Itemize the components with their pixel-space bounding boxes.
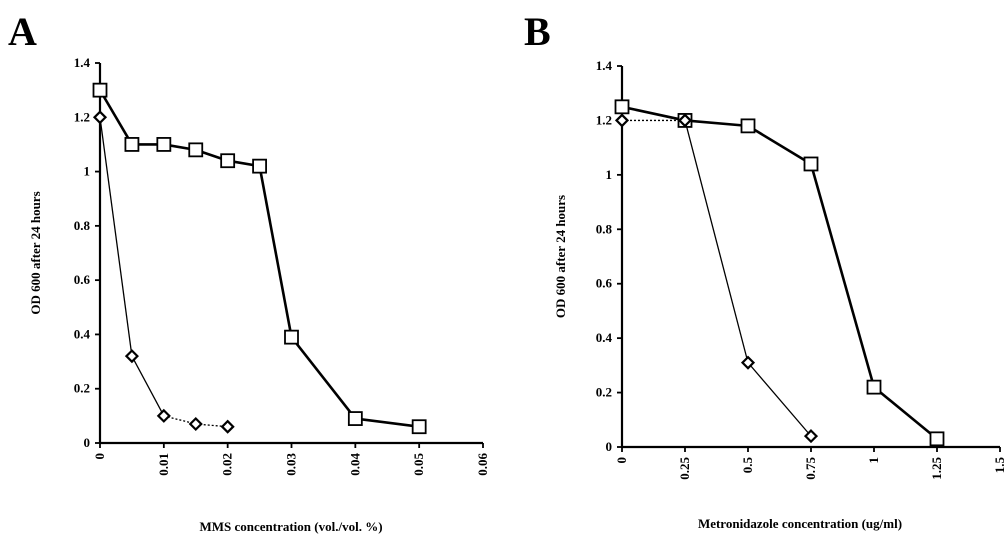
panel-a-series-squares-point xyxy=(220,153,236,169)
panel-b-y-tick-label: 1.4 xyxy=(596,58,613,73)
panel-b-series-squares-segment xyxy=(747,124,812,166)
panel-b-series-squares-point xyxy=(740,118,756,134)
panel-b-y-tick-label: 0 xyxy=(606,439,613,454)
panel-a-series-squares-point xyxy=(411,419,427,435)
panel-b-series-diamonds-point xyxy=(614,113,630,128)
panel-a-series-squares-segment xyxy=(290,336,357,420)
panel-a-y-tick-label: 0.2 xyxy=(74,381,90,396)
panel-b-series-squares xyxy=(614,99,945,447)
panel-a-series-diamonds-point xyxy=(188,416,203,432)
panel-b-y-tick-label: 0.6 xyxy=(596,276,613,291)
panel-a-x-tick-label: 0.02 xyxy=(220,453,235,476)
panel-a-series-squares xyxy=(92,82,427,435)
panel-a-series-squares-segment xyxy=(355,417,420,429)
panel-b-x-tick-label: 0.25 xyxy=(677,457,692,480)
panel-b-letter: B xyxy=(524,9,551,54)
panel-a-series-squares-point xyxy=(124,137,140,152)
panel-b-series-squares-point xyxy=(929,431,945,447)
panel-b-y-tick-label: 0.4 xyxy=(596,330,613,345)
panel-b-x-tick-label: 0 xyxy=(614,457,629,464)
panel-b-x-tick-label: 0.75 xyxy=(803,457,818,480)
panel-a-y-axis-label: OD 600 after 24 hours xyxy=(28,191,43,314)
panel-b-y-tick-label: 0.8 xyxy=(596,221,613,236)
panel-a-y-tick-label: 1 xyxy=(84,164,91,179)
panel-a-series-squares-point xyxy=(252,158,267,174)
panel-b-series-squares-segment xyxy=(873,386,938,440)
panel-b-series-squares-segment xyxy=(684,119,749,128)
panel-b-series-squares-segment xyxy=(621,105,686,122)
panel-a-y-tick-label: 0.8 xyxy=(74,218,91,233)
panel-a-series-diamonds-segment xyxy=(99,117,133,357)
panel-a-series-squares-point xyxy=(284,329,299,345)
panel-b-series-diamonds-point xyxy=(803,429,819,444)
panel-b-series-diamonds-segment xyxy=(747,362,812,437)
panel-a-series-squares-point xyxy=(156,137,172,152)
panel-b-series-squares-point xyxy=(803,156,819,172)
panel-a-x-tick-label: 0.03 xyxy=(284,453,299,476)
panel-a-series-squares-point xyxy=(347,411,363,426)
panel-b-y-tick-label: 1.2 xyxy=(596,112,612,127)
panel-b-x-tick-label: 1 xyxy=(866,457,881,464)
panel-a-x-axis-label: MMS concentration (vol./vol. %) xyxy=(199,519,382,534)
panel-a-series-squares-segment xyxy=(98,89,134,146)
panel-b-series-diamonds-point xyxy=(677,113,693,128)
panel-a-y-tick-label: 0 xyxy=(84,435,91,450)
panel-a-series-diamonds-point xyxy=(220,419,235,434)
panel-b-y-tick-label: 1 xyxy=(606,167,613,182)
panel-a-series-diamonds-segment xyxy=(131,355,165,417)
panel-a-y-tick-label: 1.2 xyxy=(74,109,90,124)
panel-b-series-diamonds xyxy=(614,113,819,444)
panel-a-series-diamonds xyxy=(92,110,235,434)
panel-a-x-tick-label: 0.01 xyxy=(156,453,171,476)
panel-a-x-tick-label: 0 xyxy=(92,453,107,460)
panel-a-series-diamonds-point xyxy=(92,110,108,125)
panel-a-series-squares-point xyxy=(188,142,204,158)
panel-b-x-tick-label: 1.25 xyxy=(929,457,944,480)
panel-a-series-squares-point xyxy=(92,82,108,98)
panel-a: A 0 0.2 0.4 0.6 0.8 1 1.2 1.4 0 0.01 0.02 0.03 0.04 0.… xyxy=(8,9,490,534)
panel-b-x-tick-label: 0.5 xyxy=(740,457,755,474)
panel-b: B 0 0.2 0.4 0.6 0.8 1 1.2 1.4 0 0.25 0.5 0.75 1 1.25 1.… xyxy=(524,9,1004,531)
panel-a-series-squares-segment xyxy=(258,165,293,338)
panel-a-y-tick-label: 0.4 xyxy=(74,326,91,341)
panel-a-y-tick-label: 1.4 xyxy=(74,55,91,70)
panel-a-series-diamonds-point xyxy=(124,349,139,364)
panel-b-x-axis-label: Metronidazole concentration (ug/ml) xyxy=(698,516,902,531)
panel-a-x-tick-label: 0.05 xyxy=(411,453,426,476)
panel-a-y-tick-label: 0.6 xyxy=(74,272,91,287)
panel-b-series-squares-segment xyxy=(809,163,876,388)
panel-a-letter: A xyxy=(8,9,37,54)
panel-b-series-diamonds-segment xyxy=(684,120,749,363)
panel-b-series-squares-point xyxy=(614,99,630,115)
panel-b-series-diamonds-point xyxy=(740,355,756,370)
panel-a-x-tick-label: 0.04 xyxy=(347,453,362,476)
panel-a-x-tick-label: 0.06 xyxy=(475,453,490,476)
panel-b-series-squares-point xyxy=(866,379,882,395)
panel-b-y-tick-label: 0.2 xyxy=(596,385,612,400)
panel-a-series-diamonds-point xyxy=(156,408,171,423)
panel-b-x-tick-label: 1.5 xyxy=(992,457,1004,474)
panel-b-y-axis-label: OD 600 after 24 hours xyxy=(553,195,568,318)
